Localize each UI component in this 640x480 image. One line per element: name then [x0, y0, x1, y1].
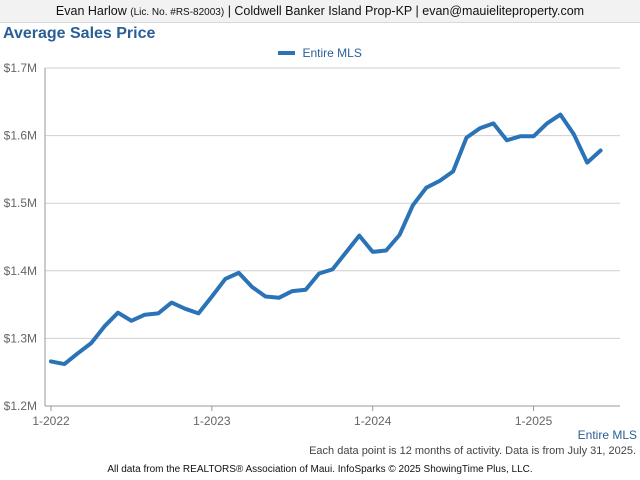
y-tick-label: $1.7M — [4, 61, 37, 75]
agent-name: Evan Harlow — [55, 4, 127, 18]
y-tick-label: $1.3M — [4, 331, 37, 345]
x-tick-label: 1-2022 — [32, 414, 70, 428]
series-line-entire-mls — [49, 112, 603, 367]
legend-swatch — [278, 50, 296, 55]
x-axis-label: Entire MLS — [577, 428, 637, 442]
y-axis: $1.2M $1.3M $1.4M $1.5M $1.6M $1.7M — [4, 61, 46, 413]
chart-title: Average Sales Price — [3, 25, 156, 42]
y-tick-label: $1.6M — [4, 129, 37, 143]
x-axis: 1-2022 1-2023 1-2024 1-2025 — [32, 406, 553, 428]
y-tick-label: $1.5M — [4, 196, 37, 210]
grid-lines — [45, 67, 620, 407]
agent-company-contact: | Coldwell Banker Island Prop-KP | evan@… — [227, 4, 585, 18]
x-tick-label: 1-2024 — [354, 414, 392, 428]
y-tick-label: $1.4M — [4, 264, 37, 278]
series-group — [49, 112, 603, 367]
agent-license: (Lic. No. #RS-82003) — [130, 7, 225, 18]
footnote: Each data point is 12 months of activity… — [309, 445, 636, 457]
legend-label: Entire MLS — [302, 46, 362, 60]
x-tick-label: 1-2025 — [515, 414, 553, 428]
y-tick-label: $1.2M — [4, 399, 37, 413]
x-tick-label: 1-2023 — [193, 414, 231, 428]
agent-header: Evan Harlow (Lic. No. #RS-82003) | Coldw… — [0, 0, 640, 23]
legend[interactable]: Entire MLS — [0, 46, 640, 60]
source-credit: All data from the REALTORS® Association … — [107, 464, 533, 475]
